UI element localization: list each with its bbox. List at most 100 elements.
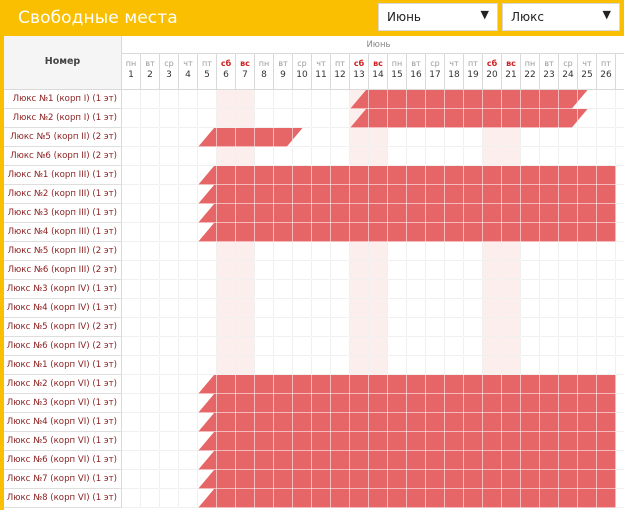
availability-cell[interactable] <box>274 280 293 299</box>
availability-cell[interactable] <box>369 318 388 337</box>
availability-cell[interactable] <box>616 166 624 185</box>
availability-cell[interactable] <box>293 90 312 109</box>
availability-cell[interactable] <box>141 299 160 318</box>
availability-cell[interactable] <box>255 90 274 109</box>
availability-cell[interactable] <box>179 356 198 375</box>
room-name[interactable]: Люкс №3 (корп VI) (1 эт) <box>4 394 122 413</box>
availability-cell[interactable] <box>464 337 483 356</box>
availability-cell[interactable] <box>616 432 624 451</box>
availability-cell[interactable] <box>445 128 464 147</box>
availability-cell[interactable] <box>312 147 331 166</box>
availability-cell[interactable] <box>445 299 464 318</box>
availability-cell[interactable] <box>141 375 160 394</box>
booking-bar[interactable] <box>198 470 616 489</box>
booking-bar[interactable] <box>198 413 616 432</box>
availability-cell[interactable] <box>160 261 179 280</box>
availability-cell[interactable] <box>426 356 445 375</box>
availability-cell[interactable] <box>616 470 624 489</box>
availability-cell[interactable] <box>559 280 578 299</box>
availability-cell[interactable] <box>160 375 179 394</box>
availability-cell[interactable] <box>217 261 236 280</box>
availability-cell[interactable] <box>179 128 198 147</box>
availability-cell[interactable] <box>179 280 198 299</box>
availability-cell[interactable] <box>540 299 559 318</box>
availability-cell[interactable] <box>179 90 198 109</box>
room-name[interactable]: Люкс №6 (корп III) (2 эт) <box>4 261 122 280</box>
availability-cell[interactable] <box>236 147 255 166</box>
availability-cell[interactable] <box>122 432 141 451</box>
availability-cell[interactable] <box>141 261 160 280</box>
room-name[interactable]: Люкс №4 (корп IV) (1 эт) <box>4 299 122 318</box>
availability-cell[interactable] <box>274 147 293 166</box>
availability-cell[interactable] <box>179 470 198 489</box>
availability-cell[interactable] <box>179 185 198 204</box>
availability-cell[interactable] <box>464 147 483 166</box>
availability-cell[interactable] <box>369 356 388 375</box>
availability-cell[interactable] <box>616 90 624 109</box>
availability-cell[interactable] <box>312 318 331 337</box>
availability-cell[interactable] <box>160 394 179 413</box>
availability-cell[interactable] <box>388 280 407 299</box>
availability-cell[interactable] <box>141 394 160 413</box>
availability-cell[interactable] <box>597 242 616 261</box>
availability-cell[interactable] <box>179 223 198 242</box>
availability-cell[interactable] <box>616 337 624 356</box>
availability-cell[interactable] <box>217 109 236 128</box>
availability-cell[interactable] <box>122 299 141 318</box>
booking-bar[interactable] <box>198 394 616 413</box>
availability-cell[interactable] <box>293 337 312 356</box>
availability-cell[interactable] <box>388 242 407 261</box>
availability-cell[interactable] <box>407 318 426 337</box>
availability-cell[interactable] <box>426 318 445 337</box>
availability-cell[interactable] <box>160 223 179 242</box>
availability-cell[interactable] <box>483 337 502 356</box>
availability-cell[interactable] <box>445 261 464 280</box>
availability-cell[interactable] <box>597 356 616 375</box>
availability-cell[interactable] <box>179 375 198 394</box>
availability-cell[interactable] <box>141 90 160 109</box>
availability-cell[interactable] <box>426 299 445 318</box>
availability-cell[interactable] <box>616 451 624 470</box>
availability-cell[interactable] <box>540 356 559 375</box>
availability-cell[interactable] <box>179 261 198 280</box>
availability-cell[interactable] <box>160 147 179 166</box>
availability-cell[interactable] <box>312 356 331 375</box>
availability-cell[interactable] <box>464 299 483 318</box>
availability-cell[interactable] <box>198 109 217 128</box>
availability-cell[interactable] <box>122 166 141 185</box>
availability-cell[interactable] <box>160 318 179 337</box>
availability-cell[interactable] <box>179 413 198 432</box>
availability-cell[interactable] <box>616 318 624 337</box>
availability-cell[interactable] <box>198 356 217 375</box>
availability-cell[interactable] <box>274 90 293 109</box>
availability-cell[interactable] <box>616 413 624 432</box>
availability-cell[interactable] <box>407 147 426 166</box>
availability-cell[interactable] <box>122 489 141 508</box>
availability-cell[interactable] <box>236 109 255 128</box>
availability-cell[interactable] <box>540 242 559 261</box>
availability-cell[interactable] <box>483 299 502 318</box>
room-name[interactable]: Люкс №2 (корп VI) (1 эт) <box>4 375 122 394</box>
booking-bar[interactable] <box>350 109 588 128</box>
availability-cell[interactable] <box>141 432 160 451</box>
availability-cell[interactable] <box>578 147 597 166</box>
availability-cell[interactable] <box>578 356 597 375</box>
availability-cell[interactable] <box>255 242 274 261</box>
availability-cell[interactable] <box>616 223 624 242</box>
availability-cell[interactable] <box>236 356 255 375</box>
availability-cell[interactable] <box>312 337 331 356</box>
availability-cell[interactable] <box>122 128 141 147</box>
availability-cell[interactable] <box>502 337 521 356</box>
availability-cell[interactable] <box>236 90 255 109</box>
availability-cell[interactable] <box>578 337 597 356</box>
room-name[interactable]: Люкс №6 (корп VI) (1 эт) <box>4 451 122 470</box>
availability-cell[interactable] <box>160 109 179 128</box>
availability-cell[interactable] <box>122 394 141 413</box>
availability-cell[interactable] <box>331 299 350 318</box>
availability-cell[interactable] <box>616 242 624 261</box>
availability-cell[interactable] <box>407 242 426 261</box>
availability-cell[interactable] <box>160 280 179 299</box>
availability-cell[interactable] <box>122 451 141 470</box>
availability-cell[interactable] <box>255 299 274 318</box>
availability-cell[interactable] <box>578 242 597 261</box>
